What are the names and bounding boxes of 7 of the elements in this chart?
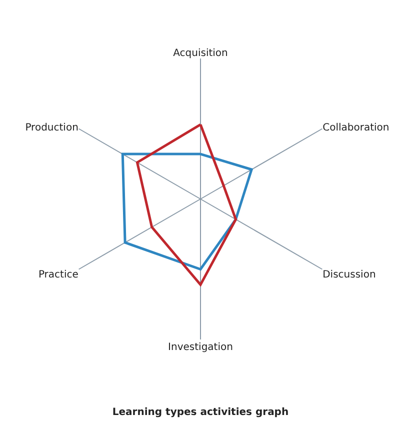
spoke-label: Production [25,122,78,134]
spoke-label: Discussion [322,270,376,281]
spoke-label: Collaboration [322,122,390,134]
spoke-label: Practice [38,270,78,281]
text: Learning types activities graph [112,407,289,418]
spoke-label: Acquisition [173,48,228,59]
spoke-label: Investigation [168,342,233,353]
